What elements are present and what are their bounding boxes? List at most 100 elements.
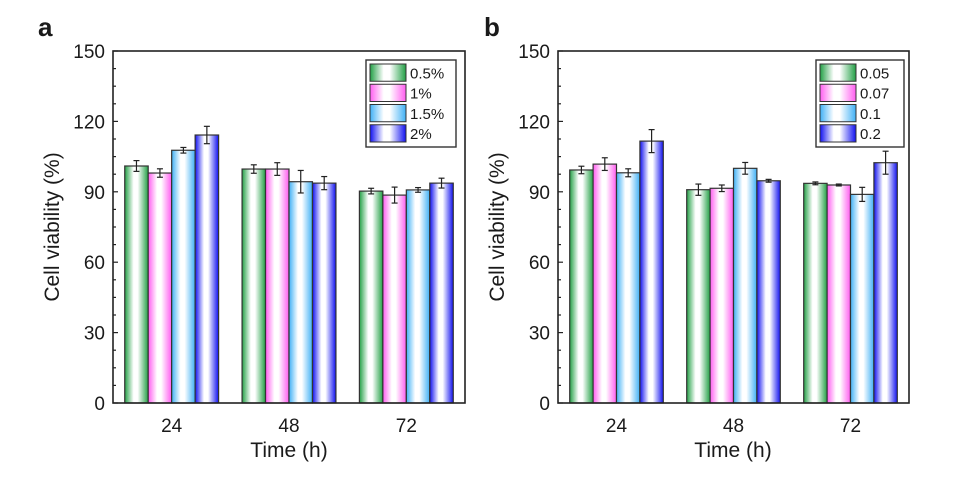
error-bar	[765, 178, 772, 183]
bar-1.5-24h	[171, 149, 196, 404]
legend-label: 1.5%	[410, 106, 444, 123]
legend-label: 0.5%	[410, 65, 444, 82]
y-tick-label: 150	[73, 42, 105, 63]
y-tick-label: 120	[73, 112, 105, 133]
bar-0.2-72h	[873, 162, 898, 404]
bar-0.1-72h	[849, 193, 875, 404]
error-bar	[203, 125, 210, 145]
legend-swatch	[819, 124, 857, 143]
y-tick-label: 150	[518, 42, 550, 63]
panel-a: a 0 30 60 90 120 150 24 48 72 Cell viability (%)…	[38, 12, 466, 462]
y-tick-label: 30	[84, 324, 105, 345]
error-bar	[625, 168, 632, 178]
panel-b: b 0 30 60 90 120 150 24 48 72 Cell viability (%)…	[484, 12, 910, 462]
error-bar	[601, 157, 608, 172]
error-bar	[718, 184, 725, 193]
legend-item: 1%	[369, 83, 432, 103]
bars-layer	[569, 129, 898, 404]
error-bar	[321, 175, 328, 191]
error-bar	[415, 186, 422, 193]
error-bar	[882, 150, 889, 175]
error-bar	[695, 183, 702, 196]
y-axis-title: Cell viability (%)	[486, 152, 509, 301]
error-bar	[180, 146, 187, 154]
y-tick-label: 90	[529, 183, 550, 204]
bar-0.5-72h	[358, 190, 384, 404]
legend-item: 0.1	[819, 104, 881, 123]
error-bar	[156, 168, 163, 178]
error-bar	[578, 165, 585, 175]
legend-item: 0.2	[819, 124, 881, 143]
legend-label: 0.07	[860, 86, 889, 103]
legend: 0.5% 1% 1.5% 2%	[365, 59, 457, 148]
y-tick-label: 60	[529, 253, 550, 274]
error-bar	[438, 177, 445, 189]
legend-swatch	[369, 83, 407, 102]
y-axis-title: Cell viability (%)	[41, 152, 64, 301]
legend-item: 0.05	[819, 63, 889, 82]
error-bar	[742, 161, 749, 175]
y-tick-label: 30	[529, 324, 550, 345]
bar-0.2-24h	[639, 140, 664, 404]
error-bar	[274, 162, 281, 176]
y-tick-label: 60	[84, 253, 105, 274]
bar-0.05-48h	[686, 189, 711, 404]
bar-0.07-24h	[592, 163, 618, 404]
bar-0.05-72h	[803, 182, 828, 404]
error-bar	[648, 129, 655, 154]
legend-item: 1.5%	[369, 104, 444, 123]
x-tick-label: 48	[278, 416, 299, 437]
legend-swatch	[369, 63, 407, 82]
bar-0.05-24h	[569, 169, 594, 404]
bar-0.2-48h	[756, 180, 781, 404]
bar-1.5-48h	[288, 181, 314, 404]
x-tick-label: 72	[396, 416, 417, 437]
axes-layer: 0 30 60 90 120 150 24 48 72	[518, 42, 910, 437]
legend-swatch	[369, 124, 407, 143]
legend-label: 0.2	[860, 126, 881, 143]
legend-swatch	[819, 83, 857, 102]
error-bar	[859, 186, 866, 203]
legend-label: 0.05	[860, 65, 889, 82]
bar-0.07-72h	[826, 184, 852, 404]
x-tick-label: 24	[161, 416, 183, 437]
x-axis-title: Time (h)	[694, 439, 771, 462]
x-axis-title: Time (h)	[250, 439, 327, 462]
error-bar	[250, 164, 257, 174]
bar-2-48h	[311, 182, 337, 404]
panel-letter-a: a	[38, 12, 53, 42]
bar-0.1-48h	[732, 167, 758, 404]
bar-2-24h	[194, 134, 220, 404]
bar-0.5-48h	[241, 168, 267, 404]
error-bar	[133, 159, 140, 172]
legend-swatch	[819, 104, 857, 123]
legend-item: 2%	[369, 124, 432, 143]
y-tick-label: 90	[84, 183, 105, 204]
bar-1-48h	[264, 168, 290, 404]
legend-item: 0.5%	[369, 63, 444, 82]
x-tick-label: 48	[723, 416, 744, 437]
bar-1.5-72h	[405, 189, 431, 404]
legend-label: 2%	[410, 126, 432, 143]
error-bar	[368, 187, 375, 195]
panel-letter-b: b	[484, 12, 500, 42]
bar-0.07-48h	[709, 187, 735, 404]
legend-label: 1%	[410, 86, 432, 103]
bar-0.5-24h	[124, 165, 149, 404]
error-bar	[297, 169, 304, 194]
legend-label: 0.1	[860, 106, 881, 123]
legend-swatch	[819, 63, 857, 82]
bar-0.1-24h	[615, 172, 641, 404]
x-tick-label: 24	[606, 416, 628, 437]
error-bar	[812, 181, 819, 186]
legend-item: 0.07	[819, 83, 889, 103]
bar-1-24h	[147, 172, 173, 404]
legend: 0.05 0.07 0.1 0.2	[815, 59, 905, 148]
error-bar	[835, 183, 842, 187]
axes-layer: 0 30 60 90 120 150 24 48 72	[73, 42, 466, 437]
x-tick-label: 72	[840, 416, 861, 437]
legend-swatch	[369, 104, 407, 123]
y-tick-label: 0	[94, 394, 105, 415]
bar-2-72h	[429, 182, 454, 404]
error-bar	[391, 186, 398, 204]
